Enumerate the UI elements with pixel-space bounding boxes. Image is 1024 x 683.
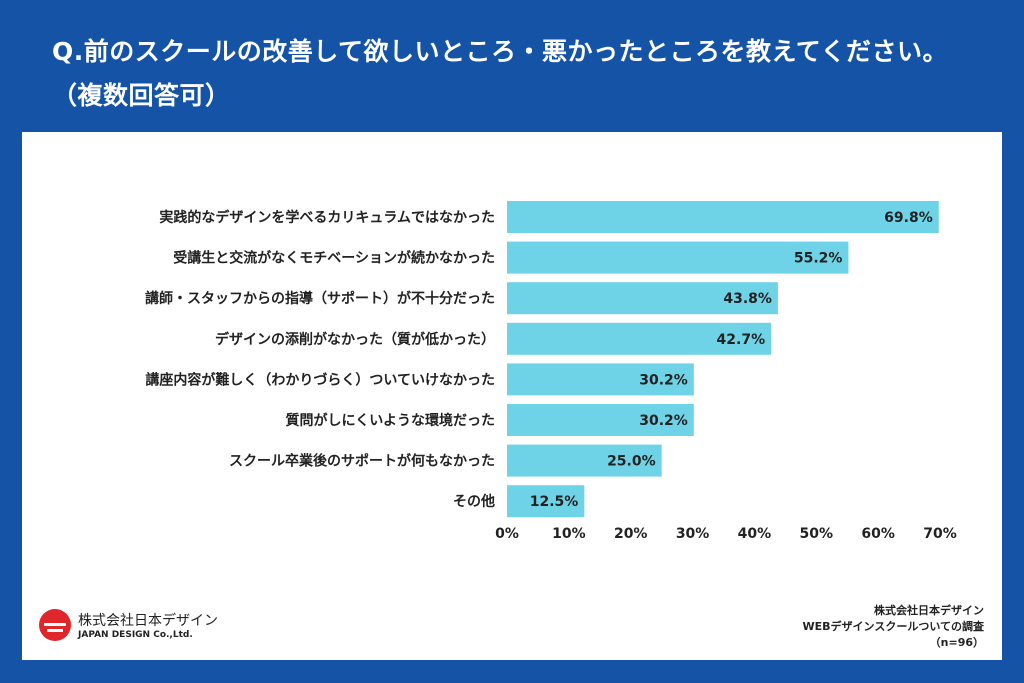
data-label: 12.5% xyxy=(530,494,579,510)
category-label: 講座内容が難しく（わかりづらく）ついていけなかった xyxy=(145,371,495,388)
x-tick-label: 0% xyxy=(495,526,519,542)
data-label: 55.2% xyxy=(794,251,843,267)
source-survey: WEBデザインスクールついての調査 xyxy=(802,620,984,633)
bar xyxy=(507,363,694,396)
x-tick-label: 60% xyxy=(861,526,895,542)
category-label: デザインの添削がなかった（質が低かった） xyxy=(215,331,495,348)
bar xyxy=(507,241,849,274)
category-label: その他 xyxy=(453,493,495,510)
category-label: スクール卒業後のサポートが何もなかった xyxy=(229,453,495,470)
x-tick-label: 20% xyxy=(614,526,648,542)
page-title: Q.前のスクールの改善して欲しいところ・悪かったところを教えてください。（複数回… xyxy=(52,37,949,110)
bar xyxy=(507,444,662,477)
x-tick-label: 70% xyxy=(923,526,957,542)
bar xyxy=(507,201,939,233)
category-label: 講師・スタッフからの指導（サポート）が不十分だった xyxy=(145,290,495,307)
data-label: 43.8% xyxy=(723,291,772,307)
x-tick-label: 10% xyxy=(552,526,586,542)
logo-english: JAPAN DESIGN Co.,Ltd. xyxy=(78,630,193,640)
bar xyxy=(507,485,585,518)
logo-mark-icon xyxy=(39,609,71,641)
category-label: 受講生と交流がなくモチベーションが続かなかった xyxy=(173,250,495,267)
source-sample-size: （n=96） xyxy=(929,636,984,649)
data-label: 30.2% xyxy=(639,372,688,388)
x-tick-label: 30% xyxy=(676,526,710,542)
data-label: 25.0% xyxy=(607,454,656,470)
bar xyxy=(507,322,772,355)
data-label: 42.7% xyxy=(717,332,766,348)
bar xyxy=(507,404,694,436)
data-label: 30.2% xyxy=(639,413,688,429)
source-company: 株式会社日本デザイン xyxy=(874,604,984,617)
logo-name: 株式会社日本デザイン xyxy=(78,613,218,629)
company-logo: 株式会社日本デザイン JAPAN DESIGN Co.,Ltd. xyxy=(38,608,218,642)
x-tick-label: 40% xyxy=(738,526,772,542)
source-note: 株式会社日本デザイン WEBデザインスクールついての調査 （n=96） xyxy=(803,603,984,651)
x-tick-label: 50% xyxy=(800,526,834,542)
category-label: 実践的なデザインを学べるカリキュラムではなかった xyxy=(159,209,495,226)
bar xyxy=(507,282,778,315)
data-label: 69.8% xyxy=(884,210,933,226)
category-label: 質問がしにくいような環境だった xyxy=(286,412,495,429)
